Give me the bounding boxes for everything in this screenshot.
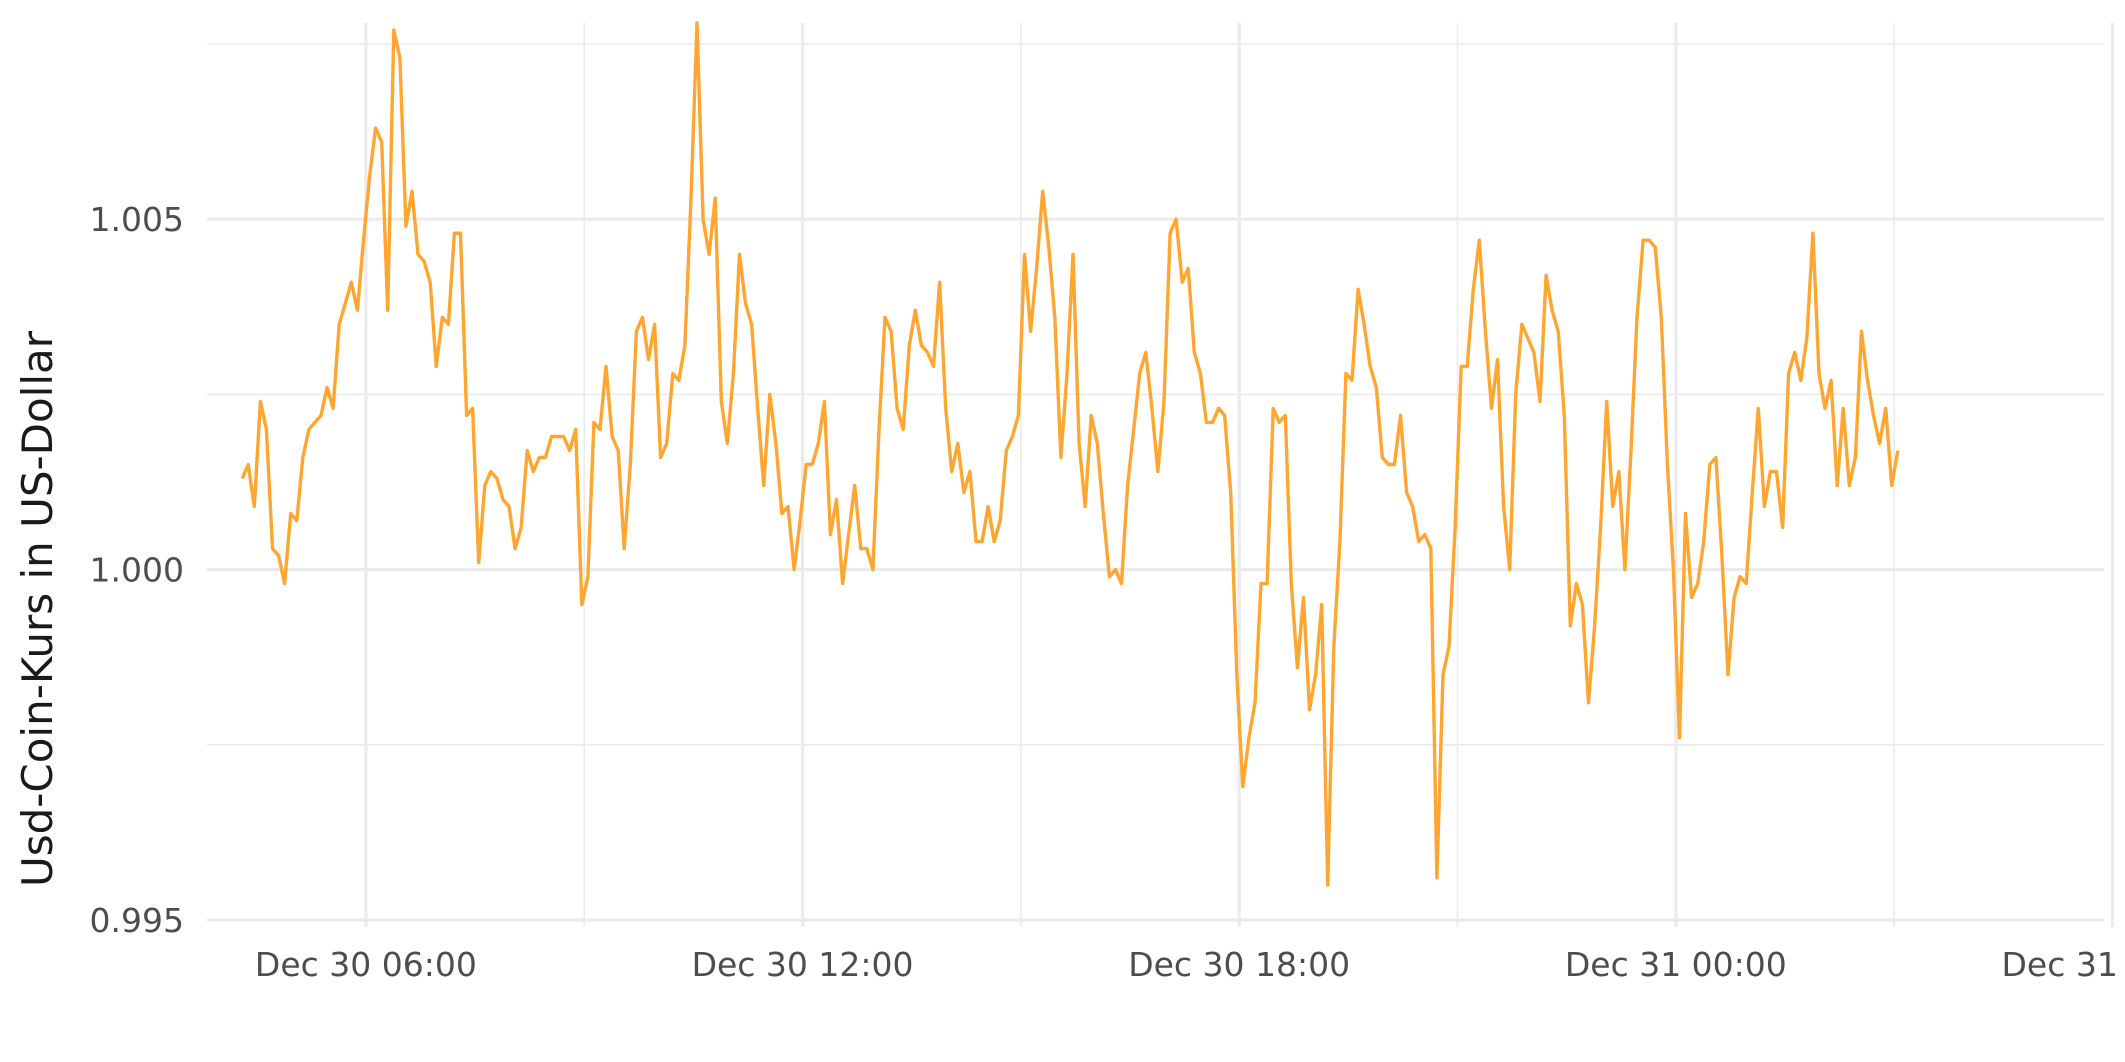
x-tick-label: Dec 30 18:00 bbox=[1128, 945, 1350, 984]
price-series-line bbox=[240, 21, 1900, 887]
y-axis-tick-labels: 0.995 1.000 1.005 bbox=[90, 200, 184, 940]
y-tick-label: 0.995 bbox=[90, 901, 184, 940]
x-tick-label: Dec 31 06:00 bbox=[2002, 945, 2125, 984]
x-tick-label: Dec 31 00:00 bbox=[1565, 945, 1787, 984]
y-tick-label: 1.000 bbox=[90, 551, 184, 590]
series-layer bbox=[240, 21, 1900, 887]
x-tick-label: Dec 30 12:00 bbox=[692, 945, 914, 984]
x-axis-tick-labels: Dec 30 06:00 Dec 30 12:00 Dec 30 18:00 Dec … bbox=[255, 945, 2125, 984]
gridlines bbox=[207, 23, 2115, 927]
y-axis-title: Usd-Coin-Kurs in US-Dollar bbox=[13, 330, 62, 887]
y-tick-label: 1.005 bbox=[90, 200, 184, 239]
x-tick-label: Dec 30 06:00 bbox=[255, 945, 477, 984]
